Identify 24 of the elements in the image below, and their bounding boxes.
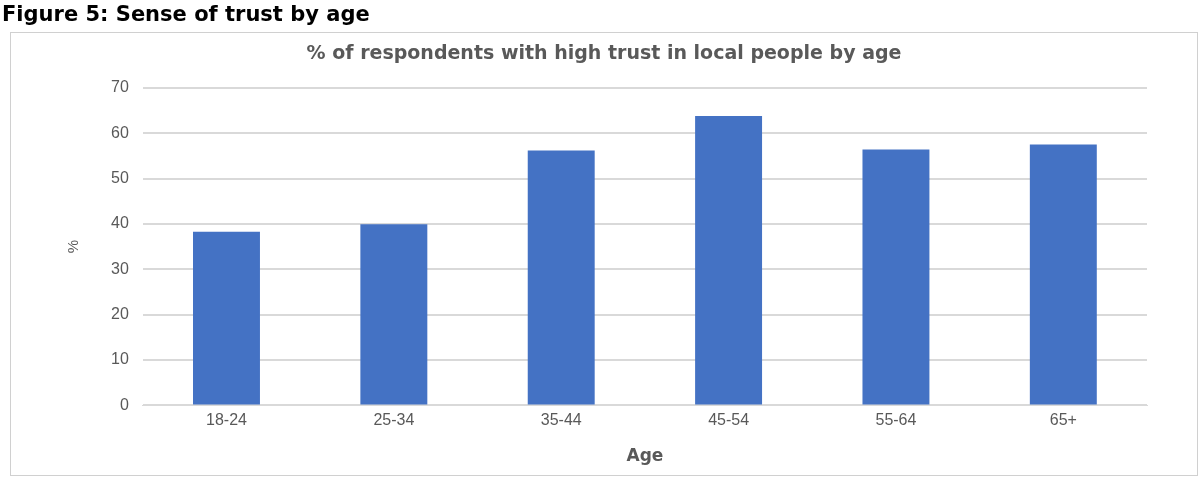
x-tick-label: 55-64 (875, 411, 917, 429)
y-tick-label: 0 (119, 395, 129, 413)
y-tick-label: 20 (111, 305, 129, 323)
bar (1029, 144, 1097, 405)
y-tick-label: 70 (111, 78, 129, 96)
x-tick-label: 25-34 (373, 411, 415, 429)
y-tick-label: 30 (111, 259, 129, 277)
x-tick-label: 45-54 (708, 411, 750, 429)
bar (862, 149, 930, 405)
bar (695, 115, 763, 405)
x-tick-label: 65+ (1049, 411, 1077, 429)
bar (193, 231, 260, 405)
x-tick-label: 18-24 (206, 411, 248, 429)
y-tick-label: 40 (111, 214, 129, 232)
x-axis-title: Age (626, 445, 664, 466)
y-tick-label: 50 (111, 168, 129, 186)
y-axis-title: % (64, 239, 82, 254)
y-tick-label: 60 (111, 123, 129, 141)
chart-subtitle: % of respondents with high trust in local people by age (306, 41, 902, 64)
chart-title: Figure 5: Sense of trust by age (1, 1, 371, 28)
x-tick-label: 35-44 (540, 411, 582, 429)
bar (527, 150, 595, 405)
bar (360, 224, 428, 405)
y-tick-label: 10 (111, 350, 129, 368)
